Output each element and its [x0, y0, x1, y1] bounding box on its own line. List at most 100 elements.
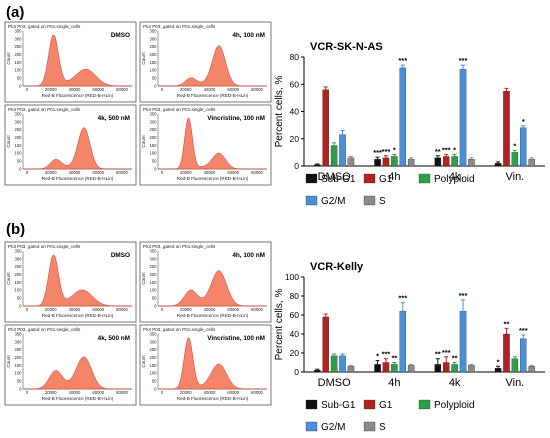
significance-label: *** [382, 350, 391, 359]
histogram-y-tick: 300 [150, 256, 158, 261]
histogram-y-tick: 250 [150, 127, 158, 132]
histogram-x-tick: 80000 [251, 87, 263, 92]
chart-title: VCR-SK-N-AS [310, 41, 383, 53]
bar [382, 157, 390, 167]
histogram-x-tick: 60000 [227, 390, 239, 395]
histogram-x-tick: 60000 [92, 307, 104, 312]
histogram-x-label: Red-B Fluorescence (RED-B-HLin) [177, 176, 249, 181]
histogram-y-tick: 300 [150, 36, 158, 41]
legend-label: Polyploid [434, 400, 475, 411]
histogram-y-tick: 150 [150, 280, 158, 285]
bar [330, 145, 338, 167]
bar [314, 164, 321, 167]
histogram-y-tick: 250 [15, 44, 23, 49]
histogram-y-tick: 50 [152, 159, 157, 164]
histogram-x-tick: 80000 [251, 390, 263, 395]
histogram-y-tick: 50 [17, 159, 22, 164]
bar [451, 156, 458, 167]
histogram-header: Plot P03, gated on P01.single_cells [143, 327, 216, 332]
bar [511, 152, 519, 167]
bar [442, 362, 450, 373]
histogram-condition: 4h, 100 nM [232, 252, 265, 259]
legend-label: Sub-G1 [321, 174, 356, 185]
histogram-header: Plot P03, gated on P01.single_cells [8, 327, 81, 332]
histogram-frame [4, 324, 137, 406]
histogram-x-tick: 40000 [204, 87, 216, 92]
histogram-frame [4, 241, 137, 323]
histogram-y-tick: 300 [150, 339, 158, 344]
histogram-x-label: Red-B Fluorescence (RED-B-HLin) [42, 93, 114, 98]
significance-label: * [497, 357, 500, 366]
significance-label: ** [435, 350, 441, 359]
histogram-0-0: Plot P03, gated on P01.single_cells DMSO 0… [4, 21, 137, 103]
y-tick-label: 60 [290, 79, 300, 89]
histogram-y-label: Count [141, 135, 146, 148]
histogram-1-0: Plot P03, gated on P01.single_cells DMSO 0… [4, 241, 137, 323]
bar [520, 127, 527, 167]
legend-swatch [363, 173, 376, 184]
histogram-y-tick: 200 [15, 135, 23, 140]
bar [399, 67, 407, 167]
significance-label: * [393, 145, 396, 154]
y-tick-label: 40 [290, 329, 300, 339]
histogram-y-tick: 100 [150, 371, 158, 376]
histogram-y-tick: 200 [150, 355, 158, 360]
significance-label: *** [442, 348, 451, 357]
histogram-condition: Vincristine, 100 nM [207, 335, 265, 342]
histogram-frame [4, 104, 137, 186]
histogram-y-tick: 300 [15, 36, 23, 41]
histogram-y-tick: 150 [15, 60, 23, 65]
histogram-x-label: Red-B Fluorescence (RED-B-HLin) [42, 396, 114, 401]
histogram-y-tick: 100 [15, 371, 23, 376]
y-tick-label: 0 [294, 367, 299, 377]
histogram-x-tick: 40000 [204, 390, 216, 395]
histogram-y-tick: 150 [15, 363, 23, 368]
chart-y-label: Percent cells, % [274, 289, 285, 361]
bar [399, 311, 407, 373]
histogram-x-tick: 20000 [45, 87, 57, 92]
histogram-x-tick: 60000 [92, 390, 104, 395]
category-label: Vin. [505, 171, 524, 183]
histogram-y-tick: 150 [15, 280, 23, 285]
y-tick-label: 60 [290, 310, 300, 320]
histogram-x-tick: 60000 [227, 307, 239, 312]
histogram-y-tick: 0 [19, 166, 22, 171]
significance-label: *** [382, 147, 391, 156]
histogram-y-tick: 350 [15, 248, 23, 253]
bar [434, 157, 442, 167]
histogram-y-label: Count [6, 52, 11, 65]
histogram-1-1: Plot P03, gated on P01.single_cells 4h, 1… [139, 241, 272, 323]
histogram-distribution [158, 337, 267, 390]
histogram-y-tick: 100 [150, 151, 158, 156]
significance-label: * [522, 117, 525, 126]
legend-swatch [305, 421, 318, 432]
bar [520, 338, 527, 373]
legend-label: G2/M [321, 196, 345, 207]
histogram-y-tick: 50 [152, 76, 157, 81]
histogram-header: Plot P03, gated on P01.single_cells [143, 244, 216, 249]
histogram-x-label: Red-B Fluorescence (RED-B-HLin) [42, 176, 114, 181]
histogram-y-tick: 50 [17, 296, 22, 301]
histogram-x-label: Red-B Fluorescence (RED-B-HLin) [177, 313, 249, 318]
histogram-y-label: Count [6, 355, 11, 368]
bar [330, 355, 338, 373]
legend-swatch [363, 195, 376, 206]
histogram-frame [139, 324, 272, 406]
bar [494, 368, 502, 373]
bar [494, 163, 502, 167]
histogram-x-tick: 0 [161, 307, 164, 312]
significance-label: *** [373, 148, 382, 157]
legend-swatch [363, 399, 376, 410]
histogram-x-tick: 20000 [180, 87, 192, 92]
histogram-y-tick: 50 [17, 379, 22, 384]
bar [374, 159, 381, 167]
histogram-y-tick: 150 [15, 143, 23, 148]
histogram-header: Plot P03, gated on P01.single_cells [8, 107, 81, 112]
histogram-x-tick: 80000 [116, 307, 128, 312]
bar [511, 358, 519, 373]
category-label: DMSO [318, 171, 351, 183]
legend-label: S [379, 196, 386, 207]
histogram-y-tick: 50 [17, 76, 22, 81]
category-label: 4k [449, 171, 461, 183]
